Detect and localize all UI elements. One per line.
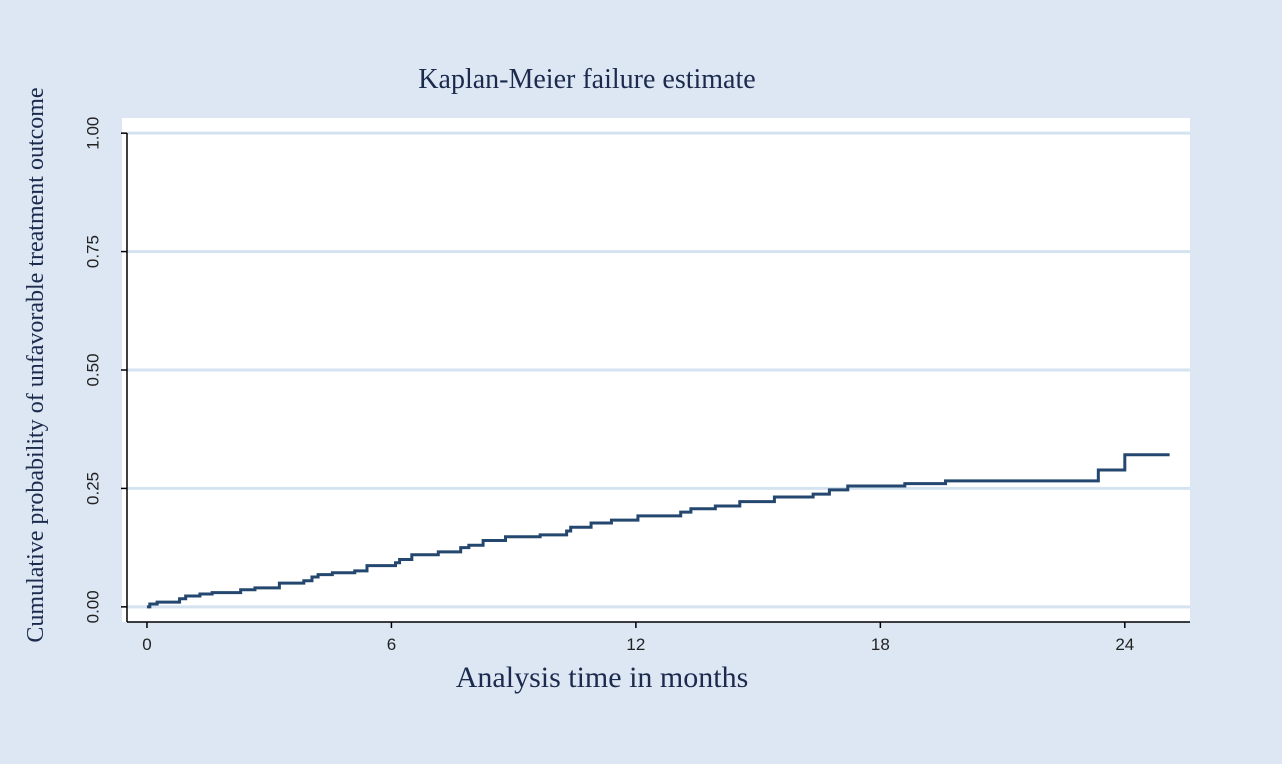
x-axis-label: Analysis time in months bbox=[456, 661, 749, 694]
y-tick-label: 1.00 bbox=[83, 117, 102, 150]
y-tick-label: 0.25 bbox=[83, 472, 102, 505]
x-tick-label: 24 bbox=[1115, 635, 1134, 654]
km-line bbox=[146, 453, 1170, 609]
y-tick-label: 0.75 bbox=[83, 235, 102, 268]
y-tick-label: 0.50 bbox=[83, 353, 102, 386]
x-tick-label: 6 bbox=[387, 635, 396, 654]
y-tick-label: 0.00 bbox=[83, 590, 102, 623]
x-tick-label: 12 bbox=[626, 635, 645, 654]
x-tick-label: 18 bbox=[871, 635, 890, 654]
x-tick-label: 0 bbox=[142, 635, 151, 654]
chart-title: Kaplan-Meier failure estimate bbox=[418, 64, 755, 95]
y-axis-label: Cumulative probability of unfavorable tr… bbox=[23, 87, 49, 642]
